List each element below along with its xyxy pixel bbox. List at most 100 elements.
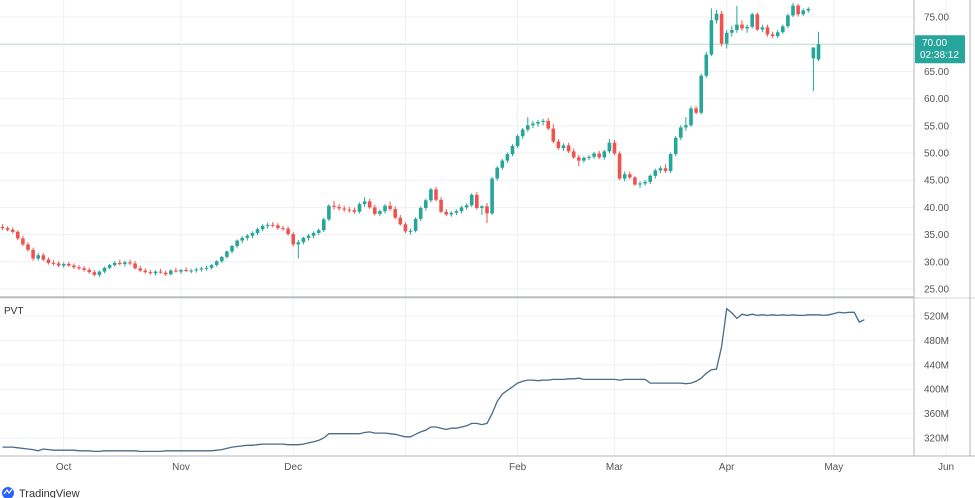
candle-body: [745, 26, 749, 29]
candle: [362, 197, 367, 207]
candle: [184, 267, 188, 273]
candle-body: [357, 204, 362, 212]
candle-body: [485, 206, 489, 214]
candle-body: [408, 230, 413, 232]
pvt-tick-label: 360M: [924, 409, 949, 420]
candle: [67, 261, 71, 267]
candle: [408, 228, 413, 235]
candle: [61, 262, 66, 268]
candle: [51, 260, 56, 266]
candle-body: [158, 271, 163, 273]
candle: [444, 209, 448, 217]
price-tick-label: 65.00: [924, 67, 949, 78]
candle-body: [10, 229, 15, 232]
candle-body: [36, 255, 40, 259]
candle: [801, 8, 805, 16]
candle: [250, 231, 255, 239]
candle: [214, 260, 219, 267]
candle-body: [679, 127, 683, 138]
candle: [469, 193, 474, 207]
candle-body: [250, 232, 255, 236]
pvt-indicator-label[interactable]: PVT: [4, 306, 23, 317]
candle-body: [480, 206, 484, 208]
tradingview-branding[interactable]: TradingView: [2, 487, 80, 498]
candle-body: [566, 145, 571, 152]
candle-body: [92, 272, 97, 275]
candle-body: [260, 225, 265, 230]
candle-body: [214, 261, 219, 266]
candle-body: [806, 8, 811, 11]
candle: [735, 6, 739, 33]
candle: [480, 205, 484, 216]
candle-body: [199, 268, 204, 270]
candle-body: [444, 211, 448, 215]
candle: [148, 269, 153, 275]
candle: [724, 30, 729, 49]
candle: [429, 187, 433, 203]
candle-body: [449, 212, 454, 215]
candle: [133, 261, 137, 270]
price-tick-label: 55.00: [924, 121, 949, 132]
candle: [622, 171, 627, 182]
candle: [699, 73, 703, 115]
candle: [112, 261, 117, 267]
candle: [531, 120, 535, 128]
candle: [388, 201, 392, 211]
candle-body: [607, 142, 612, 152]
candle-body: [551, 128, 556, 142]
candle-body: [505, 154, 510, 161]
candle: [607, 138, 612, 154]
candle: [597, 150, 601, 159]
last-price-tag-background: [915, 35, 965, 64]
candle-body: [622, 174, 627, 179]
candle: [796, 3, 800, 17]
pvt-tick-label: 400M: [924, 385, 949, 396]
price-tick-label: 40.00: [924, 203, 949, 214]
candle-body: [628, 174, 632, 178]
candle-body: [225, 251, 229, 257]
candle-body: [240, 237, 244, 241]
candle-body: [791, 5, 795, 16]
candle-body: [342, 208, 346, 210]
time-axis[interactable]: Oct Nov Dec Feb Mar Apr May Jun: [56, 462, 954, 473]
candle-body: [220, 256, 224, 262]
candle-body: [77, 267, 81, 269]
candle: [138, 265, 142, 273]
candle-body: [526, 125, 530, 130]
candle: [16, 230, 20, 241]
candle: [398, 215, 403, 226]
candle: [811, 47, 816, 91]
candle-body: [434, 189, 438, 200]
candle-body: [424, 200, 428, 208]
candle: [276, 223, 280, 230]
candle-body: [316, 230, 321, 233]
candle: [571, 148, 576, 159]
tradingview-logo-icon: [2, 487, 14, 498]
candle: [92, 269, 97, 277]
pvt-line: [2, 307, 865, 453]
candle-body: [184, 269, 188, 272]
candle: [204, 265, 209, 271]
candle: [337, 204, 341, 211]
candle-body: [561, 145, 566, 149]
candle: [791, 2, 795, 17]
candle: [536, 119, 540, 127]
candle-body: [169, 270, 173, 275]
candle: [673, 136, 678, 157]
candle: [347, 206, 352, 213]
candle: [10, 227, 15, 234]
candle: [541, 118, 545, 126]
candle: [806, 7, 811, 13]
pvt-axis[interactable]: 520M 480M 440M 400M 360M 320M: [924, 312, 949, 445]
candle-body: [796, 5, 800, 15]
candle-body: [398, 217, 403, 225]
time-tick-label: Jun: [938, 462, 954, 473]
candle: [653, 168, 658, 179]
candle: [684, 117, 688, 131]
candle: [163, 270, 168, 276]
candle-body: [209, 265, 214, 268]
candle: [439, 197, 443, 214]
candle-body: [322, 219, 326, 231]
candle-body: [786, 15, 790, 27]
